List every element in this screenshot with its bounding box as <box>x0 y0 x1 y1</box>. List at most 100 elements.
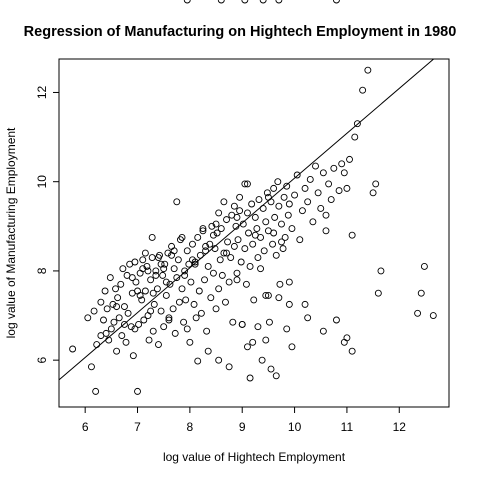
data-point <box>327 196 335 203</box>
data-point <box>152 271 160 279</box>
data-point <box>234 236 242 244</box>
data-point <box>107 325 115 333</box>
data-point <box>244 343 251 351</box>
chart-title: Regression of Manufacturing on Hightech … <box>24 24 457 40</box>
data-point <box>120 321 128 328</box>
data-point <box>131 258 139 266</box>
data-point <box>84 314 92 322</box>
y-tick-label: 6 <box>35 356 49 363</box>
data-point <box>208 222 216 230</box>
data-point <box>97 332 105 340</box>
data-point <box>241 180 249 188</box>
data-point <box>271 213 279 221</box>
data-point <box>236 207 244 215</box>
data-point <box>215 356 223 364</box>
data-point <box>306 176 314 183</box>
data-point <box>209 231 217 239</box>
data-point <box>348 347 356 355</box>
data-point <box>374 289 382 297</box>
data-point <box>241 245 249 253</box>
data-point <box>181 271 189 279</box>
data-point <box>220 249 228 257</box>
data-point <box>149 327 157 335</box>
data-point <box>213 229 221 237</box>
data-point <box>162 278 170 286</box>
data-point <box>199 225 207 232</box>
y-tick-label: 12 <box>35 85 49 99</box>
y-axis: 6 8 10 12 <box>35 85 59 363</box>
data-point <box>414 309 422 317</box>
data-point <box>180 318 188 326</box>
data-point <box>190 300 198 308</box>
data-point <box>259 0 267 4</box>
data-point <box>192 314 200 322</box>
data-point <box>93 341 101 348</box>
data-point <box>189 256 196 264</box>
data-point <box>275 294 283 302</box>
data-point <box>319 169 327 177</box>
data-point <box>241 0 249 4</box>
data-point <box>317 205 325 212</box>
data-point <box>233 269 241 277</box>
data-point <box>265 318 273 326</box>
data-point <box>233 213 241 221</box>
data-point <box>149 289 157 297</box>
data-point <box>270 229 278 237</box>
data-point <box>224 238 232 246</box>
data-point <box>420 263 428 270</box>
data-point <box>364 66 372 74</box>
data-point <box>249 338 257 346</box>
data-point <box>312 162 319 170</box>
data-point <box>272 251 280 259</box>
data-point <box>340 169 348 177</box>
data-point <box>251 231 259 239</box>
data-point <box>239 220 247 228</box>
data-point <box>159 271 167 279</box>
data-point <box>254 254 262 261</box>
data-point <box>335 187 343 195</box>
data-point <box>372 180 380 188</box>
data-point <box>272 372 280 380</box>
data-point <box>150 300 158 308</box>
x-axis: 6 7 8 9 10 11 12 <box>82 407 406 434</box>
data-point <box>270 184 278 192</box>
data-point <box>250 296 258 304</box>
x-axis-label: log value of Hightech Employment <box>163 450 346 464</box>
data-point <box>278 220 285 228</box>
data-point <box>105 336 113 344</box>
data-point <box>115 314 123 322</box>
data-point <box>251 213 259 221</box>
data-point <box>202 247 210 255</box>
data-point <box>143 263 151 270</box>
data-point <box>301 184 309 192</box>
data-point <box>343 184 351 192</box>
data-point <box>134 387 141 395</box>
data-point <box>225 363 233 371</box>
data-point <box>223 249 230 257</box>
data-point <box>207 294 215 302</box>
data-point <box>212 305 220 313</box>
data-point <box>348 231 356 239</box>
data-point <box>351 133 359 141</box>
y-tick-label: 8 <box>35 267 49 274</box>
data-point <box>267 365 275 373</box>
data-point <box>301 300 309 308</box>
data-point <box>230 242 238 250</box>
data-point <box>175 298 183 306</box>
data-point <box>262 292 270 299</box>
data-point <box>284 211 292 219</box>
data-point <box>269 240 277 248</box>
data-point <box>103 305 111 313</box>
data-point <box>330 164 338 172</box>
data-point <box>155 254 162 261</box>
data-point <box>194 357 202 365</box>
data-point <box>264 193 272 201</box>
data-point <box>220 198 228 206</box>
data-point <box>288 225 296 232</box>
data-point <box>285 300 293 308</box>
data-point <box>168 251 176 259</box>
data-point <box>168 242 176 250</box>
data-point <box>201 276 208 284</box>
plot-frame <box>58 58 450 408</box>
data-point <box>237 258 245 266</box>
